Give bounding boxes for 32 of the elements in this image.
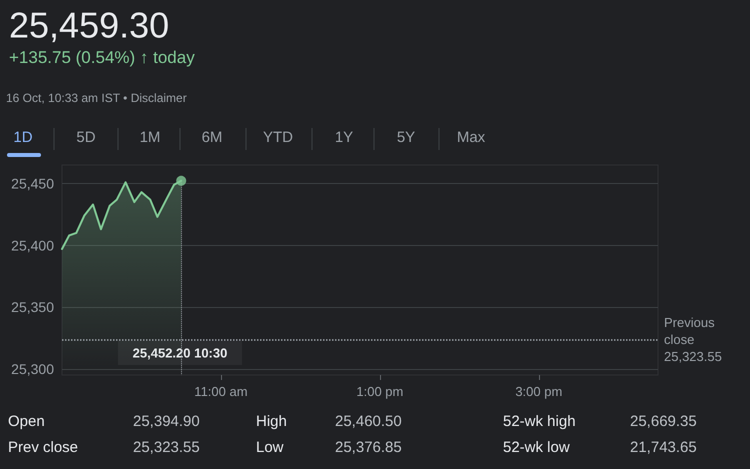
text: 52-wk low bbox=[503, 439, 570, 456]
text: 25,669.35 bbox=[630, 413, 697, 430]
text: 25,376.85 bbox=[335, 439, 402, 456]
text: 1M bbox=[140, 129, 160, 146]
text: 5D bbox=[76, 129, 96, 146]
text: Prev close bbox=[8, 439, 78, 456]
text: 52-wk high bbox=[503, 413, 576, 430]
text: 1D bbox=[13, 129, 33, 146]
x-tick-label: 3:00 pm bbox=[515, 384, 562, 399]
text: 21,743.65 bbox=[630, 439, 697, 456]
text: Open bbox=[8, 413, 45, 430]
text: 25,394.90 bbox=[133, 413, 200, 430]
text: 25,460.50 bbox=[335, 413, 402, 430]
y-tick-label: 25,400 bbox=[11, 237, 54, 254]
text: Low bbox=[256, 439, 284, 456]
text: 6M bbox=[202, 129, 222, 146]
x-tick-label: 1:00 pm bbox=[356, 384, 404, 399]
chart-title: 25,459.30 bbox=[9, 4, 170, 46]
annotation: 25,452.20 10:30 bbox=[132, 346, 228, 360]
x-tick-label: 11:00 am bbox=[194, 384, 248, 399]
text: YTD bbox=[263, 129, 294, 146]
text: 5Y bbox=[396, 129, 416, 146]
text: 16 Oct, 10:33 am IST • Disclaimer bbox=[6, 91, 187, 105]
y-tick-label: 25,350 bbox=[11, 299, 54, 316]
text: High bbox=[256, 413, 287, 430]
text: 25,323.55 bbox=[133, 439, 200, 456]
text: 1Y bbox=[334, 129, 354, 146]
y-tick-label: 25,450 bbox=[11, 176, 54, 192]
ref-line-label: Previous close 25,323.55 bbox=[664, 315, 722, 364]
y-tick-label: 25,300 bbox=[11, 360, 54, 377]
text: Max bbox=[456, 129, 486, 146]
chart-subtitle: +135.75 (0.54%) ↑ today bbox=[9, 48, 196, 67]
